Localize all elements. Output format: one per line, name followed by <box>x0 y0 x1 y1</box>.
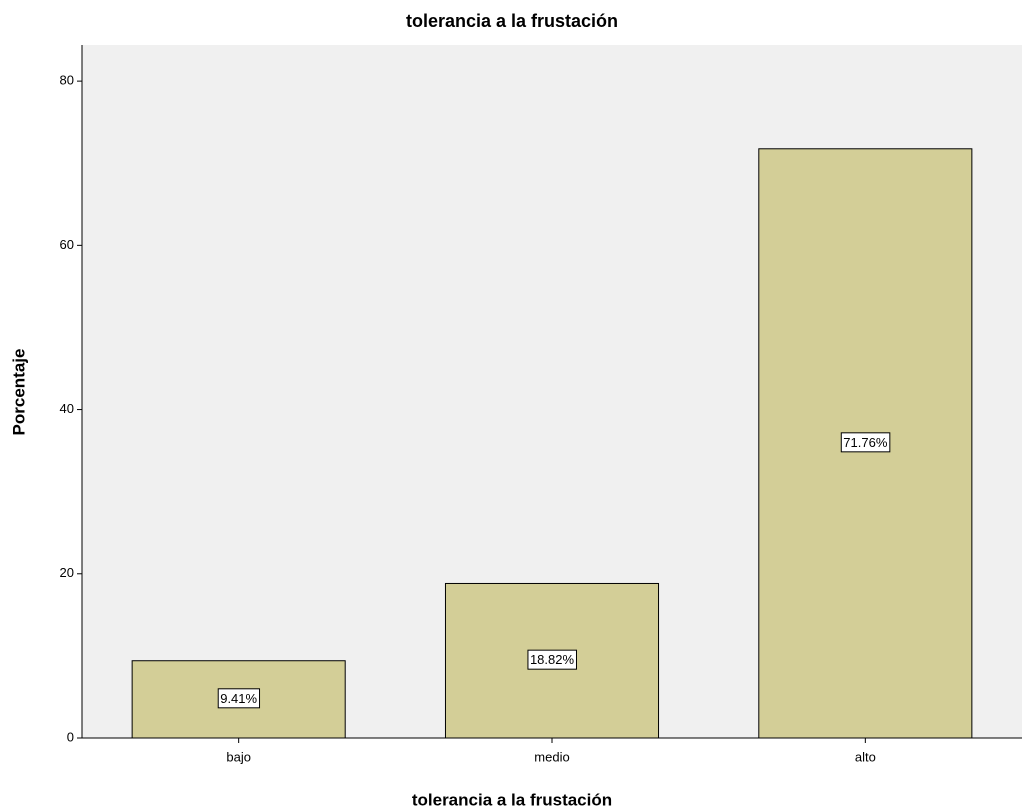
y-tick-label: 0 <box>67 729 74 744</box>
value-label-box <box>840 432 891 453</box>
x-tick-label: bajo <box>226 749 251 764</box>
value-label: 9.41% <box>220 691 257 706</box>
chart-title: tolerancia a la frustación <box>406 11 618 31</box>
value-label: 71.76% <box>843 435 888 450</box>
y-tick-label: 20 <box>60 565 74 580</box>
x-axis-title: tolerancia a la frustación <box>412 790 612 809</box>
x-tick-label: medio <box>534 749 569 764</box>
value-label-box <box>217 688 261 709</box>
x-tick-label: alto <box>855 749 876 764</box>
y-axis-title: Porcentaje <box>9 349 28 436</box>
y-tick-label: 40 <box>60 401 74 416</box>
y-tick-label: 60 <box>60 237 74 252</box>
y-tick-label: 80 <box>60 73 74 88</box>
value-label-box <box>527 649 577 670</box>
value-label: 18.82% <box>530 652 575 667</box>
